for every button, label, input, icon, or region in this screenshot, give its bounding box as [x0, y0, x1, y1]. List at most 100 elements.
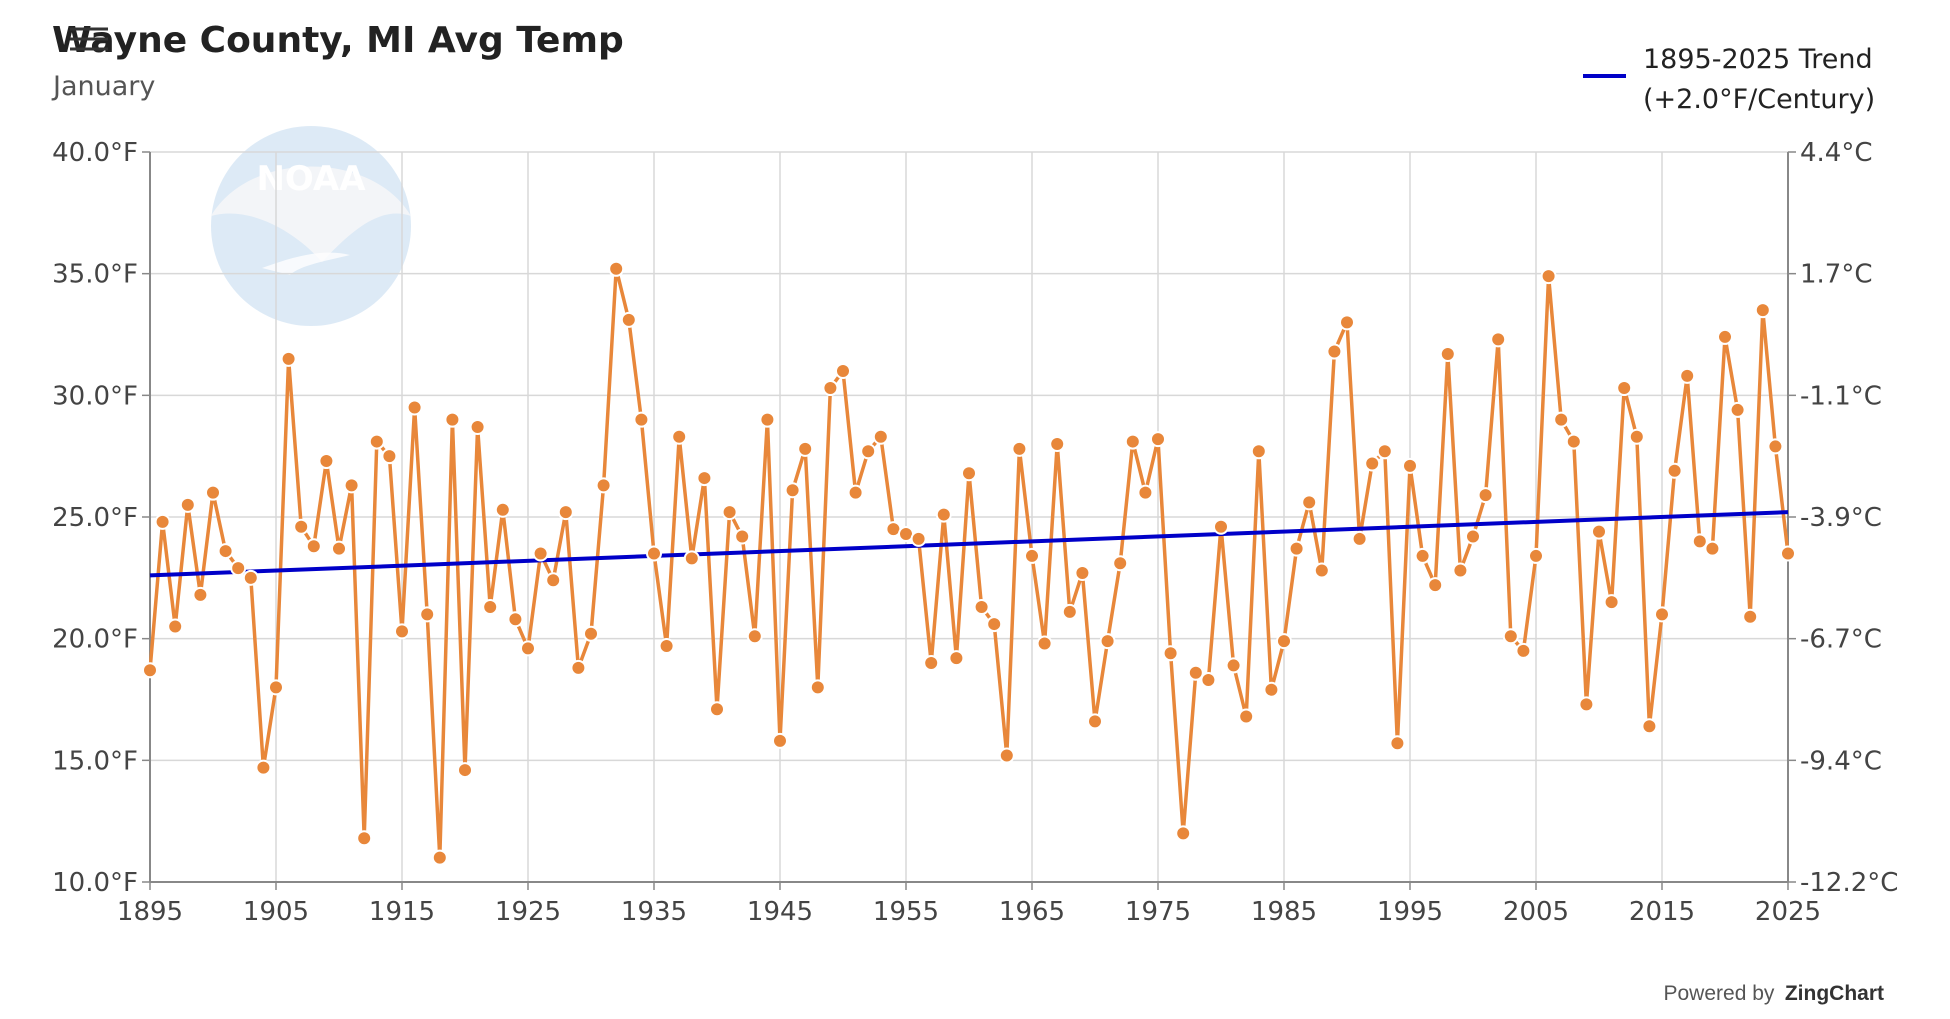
data-point [1691, 533, 1708, 550]
data-point [1578, 696, 1595, 713]
data-point [847, 484, 864, 501]
data-point [1528, 547, 1544, 564]
data-point [1717, 328, 1733, 345]
data-point [1313, 562, 1330, 579]
data-point [280, 350, 297, 367]
credit-prefix: Powered by [1663, 982, 1774, 1005]
chart-title: Wayne County, MI Avg Temp [52, 20, 624, 61]
data-point [1024, 547, 1040, 564]
trend-line [149, 510, 1789, 578]
x-axis-labels: 1895 1905 1915 1925 1935 1945 1955 1965 1975 1985… [117, 897, 1821, 927]
data-point [394, 623, 410, 640]
x-tick-label: 1905 [243, 897, 309, 927]
y-tick-label-left: 40.0°F [52, 138, 138, 168]
data-point [935, 506, 952, 523]
x-tick-label: 1935 [621, 897, 687, 927]
temperature-points [142, 260, 1796, 866]
data-point [381, 448, 398, 465]
data-point [1351, 530, 1368, 547]
data-point [1011, 440, 1028, 457]
data-point [268, 679, 284, 696]
noaa-watermark-logo: NOAA [211, 126, 411, 326]
data-point [1225, 657, 1242, 674]
data-point [1099, 633, 1116, 650]
data-point [1666, 462, 1683, 479]
powered-by-credit[interactable]: Powered by ZingChart [1663, 982, 1884, 1005]
data-point [1540, 268, 1557, 285]
data-point [1301, 494, 1318, 511]
data-point [1591, 523, 1607, 540]
data-point [1465, 528, 1481, 545]
watermark-text: NOAA [256, 159, 366, 199]
data-point [205, 484, 221, 501]
temperature-series [148, 267, 1790, 860]
data-point [1339, 314, 1355, 331]
data-point [494, 501, 511, 518]
hamburger-menu-icon[interactable] [60, 26, 110, 54]
data-point [255, 759, 272, 776]
y-tick-label-left: 20.0°F [52, 625, 138, 655]
data-point [1439, 345, 1456, 362]
data-point [784, 482, 801, 499]
data-point [167, 618, 184, 635]
y-tick-label-left: 35.0°F [52, 260, 138, 290]
x-tick-label: 1895 [117, 897, 183, 927]
data-point [822, 380, 839, 397]
data-point [583, 625, 599, 642]
data-point [1641, 718, 1658, 735]
data-point [1654, 606, 1670, 623]
data-point [986, 616, 1003, 633]
data-point [759, 411, 776, 428]
data-point [142, 662, 158, 679]
data-point [1565, 433, 1582, 450]
data-point [734, 528, 751, 545]
data-point [431, 849, 448, 866]
data-point [1124, 433, 1141, 450]
data-point [242, 569, 259, 586]
y-tick-label-right: -1.1°C [1800, 381, 1882, 411]
data-point [1036, 635, 1053, 652]
data-point [469, 418, 486, 435]
data-point [457, 762, 473, 779]
data-point [482, 599, 499, 616]
data-point [331, 540, 347, 557]
data-point [1414, 547, 1431, 564]
legend[interactable]: 1895-2025 Trend (+2.0°F/Century) [1583, 44, 1875, 115]
data-point [1452, 562, 1469, 579]
data-point [368, 433, 385, 450]
data-point [1112, 555, 1129, 572]
data-point [608, 260, 625, 277]
y-tick-label-left: 25.0°F [52, 503, 138, 533]
data-point [1679, 367, 1696, 384]
data-point [1389, 735, 1406, 752]
y-tick-label-right: -9.4°C [1800, 746, 1882, 776]
y-axis-right-labels: -12.2°C -9.4°C -6.7°C -3.9°C -1.1°C 1.7°C 4.4°… [1800, 138, 1898, 898]
data-point [217, 543, 234, 560]
data-point [746, 628, 763, 645]
data-point [923, 655, 940, 671]
data-point [1376, 443, 1393, 460]
data-point [154, 513, 171, 530]
data-point [1553, 411, 1570, 428]
data-point [557, 504, 574, 521]
data-point [1074, 564, 1091, 581]
data-point [1049, 436, 1066, 452]
trend-series [149, 510, 1789, 578]
data-point [305, 538, 322, 555]
data-point [1250, 443, 1267, 460]
data-point [1490, 331, 1507, 348]
data-point [419, 606, 436, 623]
data-point [721, 504, 738, 521]
y-axis-left-labels: 10.0°F 15.0°F 20.0°F 25.0°F 30.0°F 35.0°F 40.0… [52, 138, 138, 898]
data-point [1704, 540, 1721, 557]
data-point [973, 599, 990, 616]
data-point [1175, 825, 1192, 842]
data-point [1263, 681, 1280, 698]
data-point [595, 477, 612, 494]
data-point [998, 747, 1015, 764]
data-point [835, 363, 851, 379]
data-point [1603, 594, 1620, 611]
y-tick-label-right: 1.7°C [1800, 260, 1873, 290]
data-point [772, 732, 788, 749]
